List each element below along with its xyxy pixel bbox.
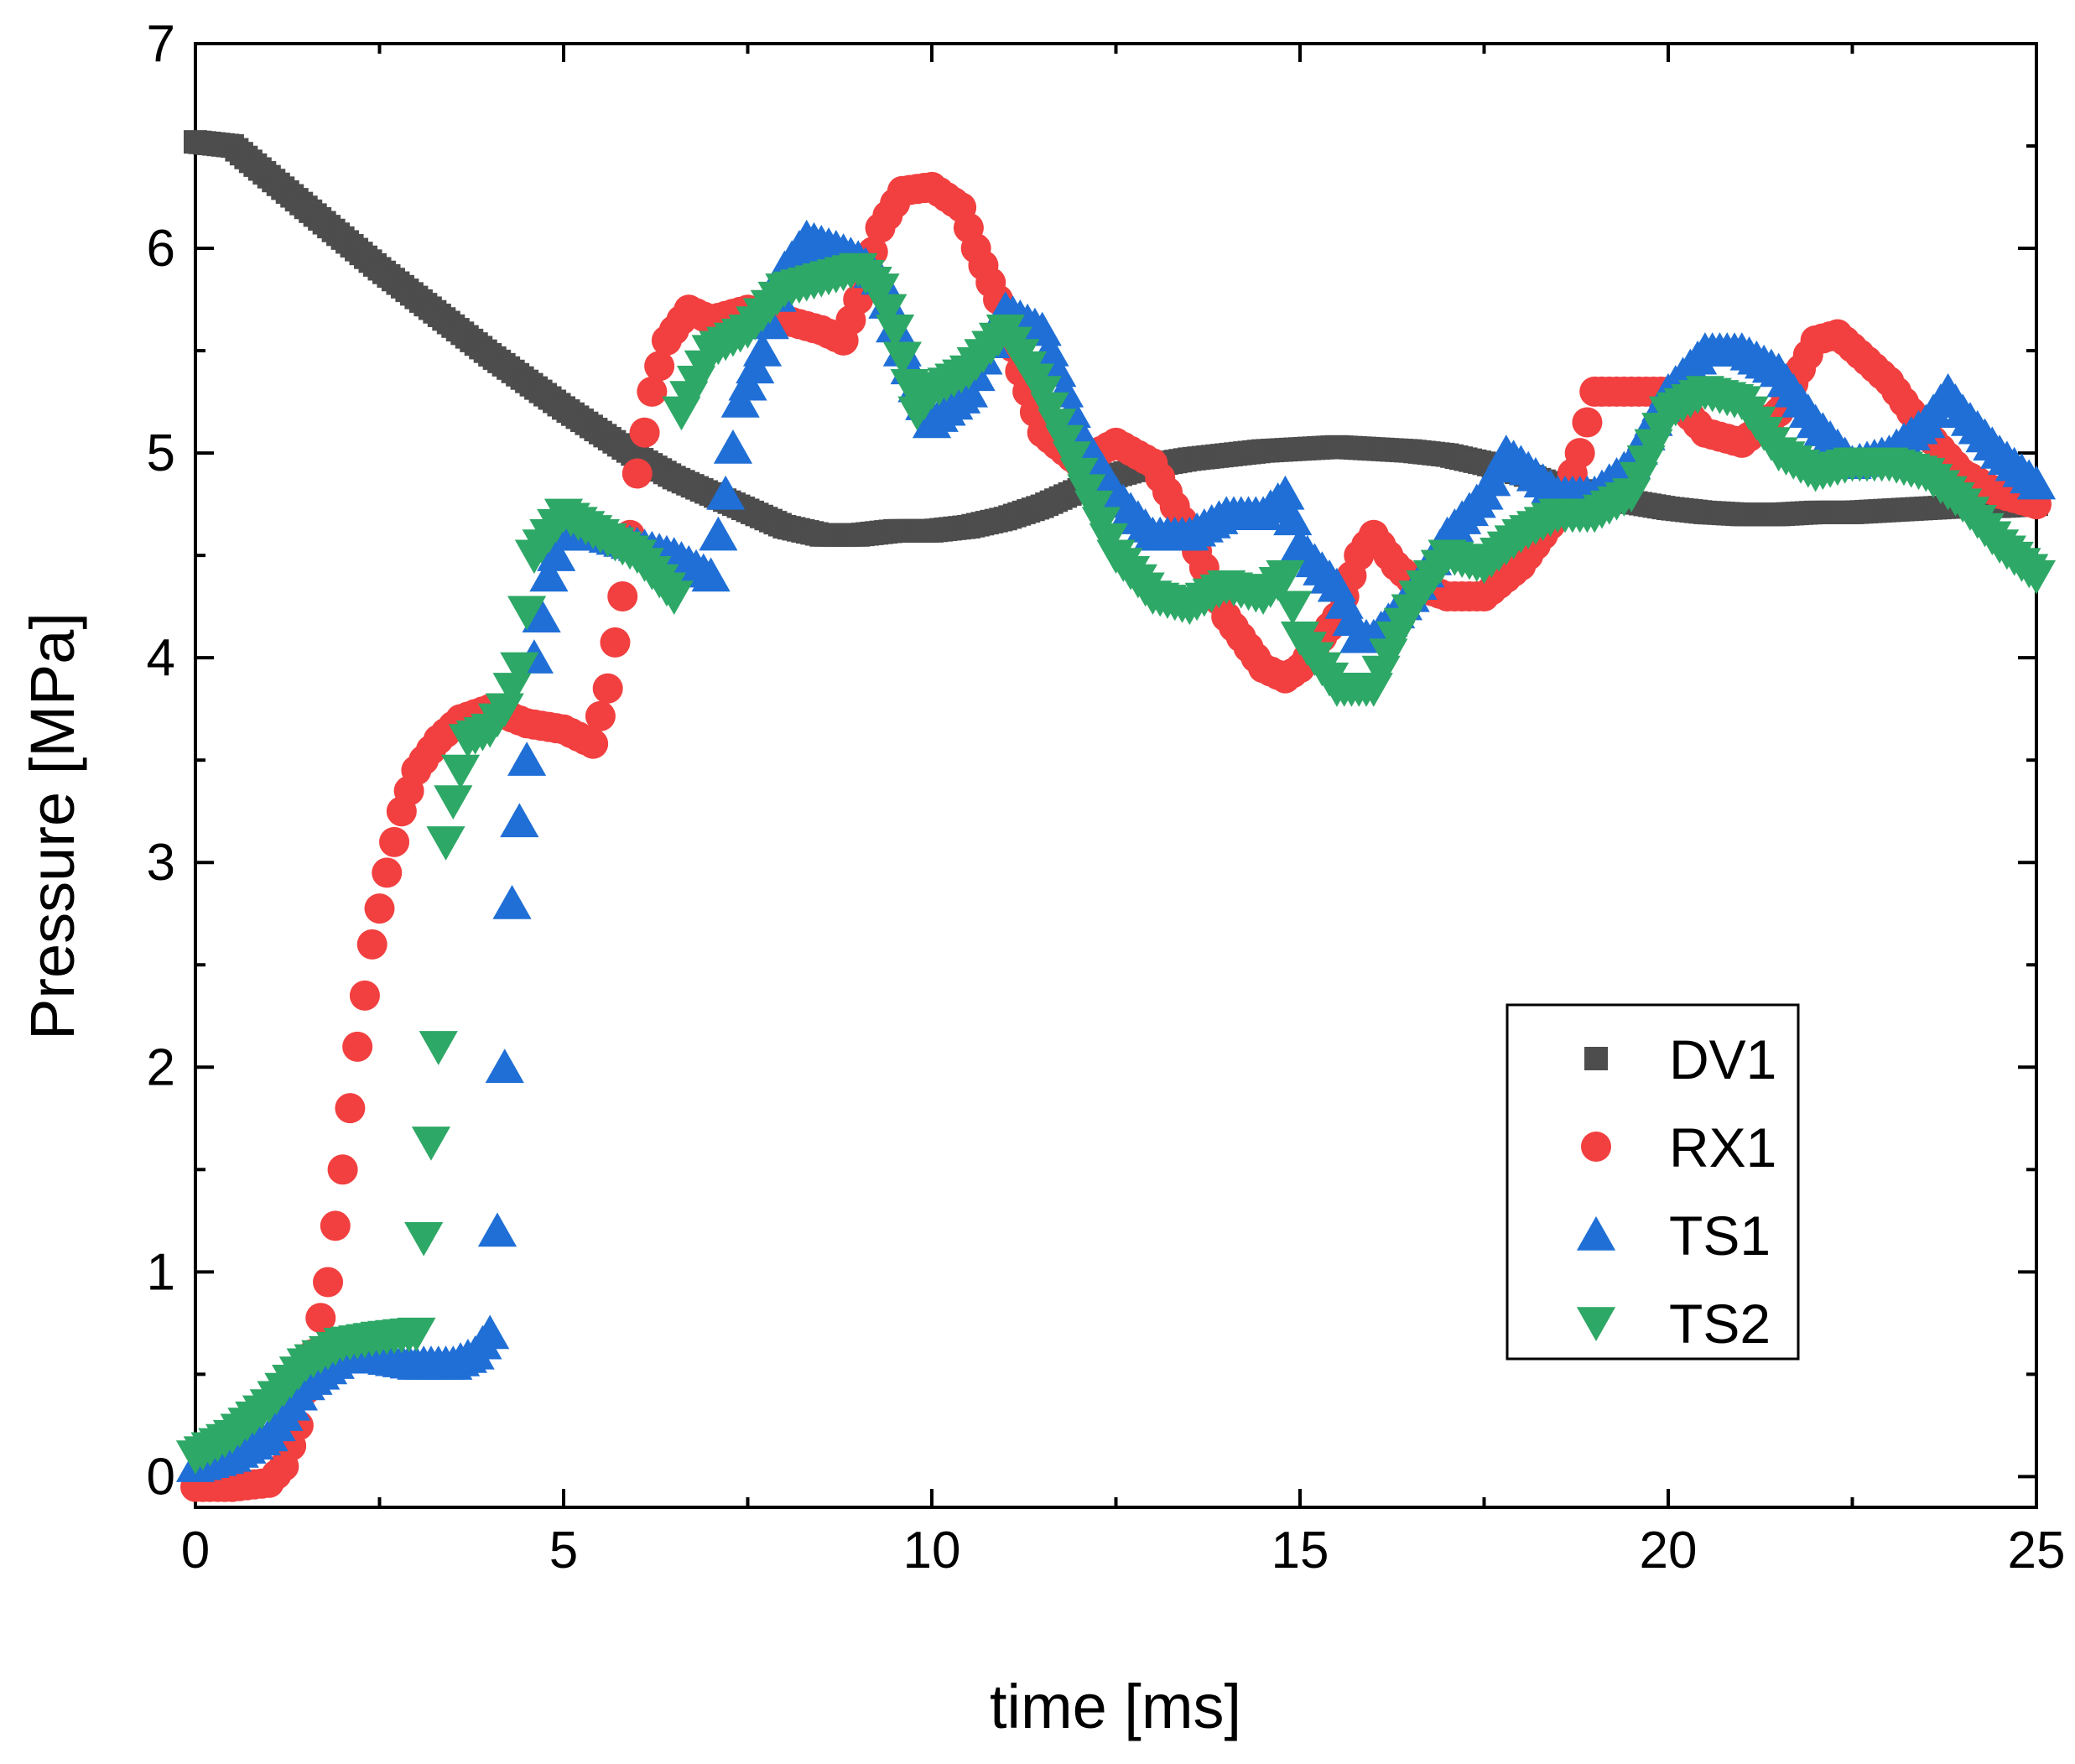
x-tick-label: 5 — [549, 1522, 578, 1579]
x-tick-label: 0 — [181, 1522, 210, 1579]
data-point — [342, 1031, 373, 1062]
data-point — [607, 580, 638, 611]
data-point — [305, 1303, 336, 1334]
data-point — [868, 294, 907, 329]
y-tick-label: 1 — [147, 1243, 175, 1301]
data-point — [477, 1212, 517, 1247]
legend-marker-dv1 — [1584, 1047, 1608, 1070]
data-point — [379, 826, 410, 857]
y-tick-label: 5 — [147, 424, 175, 482]
data-point — [313, 1267, 344, 1298]
data-point — [426, 826, 465, 861]
data-point — [706, 475, 746, 510]
data-point — [419, 1031, 458, 1065]
legend-marker-rx1 — [1581, 1132, 1611, 1162]
data-point — [592, 673, 623, 704]
y-tick-label: 2 — [147, 1038, 175, 1096]
y-tick-label: 4 — [147, 629, 175, 687]
data-point — [397, 1317, 436, 1352]
tick-labels: 0 5 10 15 20 25 0 1 2 3 4 5 6 7 — [147, 15, 2066, 1579]
data-point — [507, 742, 547, 776]
data-point — [621, 458, 653, 489]
data-point — [882, 341, 922, 377]
data-point — [2016, 465, 2057, 500]
legend-label-ts2: TS2 — [1669, 1293, 1771, 1355]
x-tick-label: 20 — [1640, 1522, 1698, 1579]
data-point — [629, 417, 660, 448]
data-point — [654, 580, 694, 615]
data-point — [2016, 559, 2057, 595]
data-point — [364, 893, 395, 924]
y-tick-label: 0 — [147, 1448, 175, 1506]
data-point — [600, 627, 631, 658]
data-point — [1273, 501, 1313, 536]
data-point — [742, 332, 783, 367]
data-point — [492, 885, 532, 919]
data-point — [529, 557, 569, 592]
y-tick-label: 3 — [147, 834, 175, 892]
y-tick-label: 6 — [147, 220, 175, 278]
y-tick-label: 7 — [147, 15, 175, 73]
data-point — [1266, 559, 1305, 595]
data-point — [1273, 591, 1313, 626]
data-point — [637, 376, 668, 407]
data-point — [644, 351, 675, 382]
legend-label-dv1: DV1 — [1669, 1028, 1776, 1090]
y-axis-label: Pressure [MPa] — [18, 612, 87, 1040]
x-axis-label: time [ms] — [990, 1672, 1241, 1741]
data-marks — [175, 130, 2057, 1502]
data-point — [356, 929, 387, 960]
series-ts2 — [175, 252, 2057, 1475]
data-point — [713, 429, 753, 464]
data-point — [500, 652, 539, 687]
data-point — [440, 754, 481, 789]
data-point — [1572, 407, 1603, 438]
data-point — [861, 273, 900, 308]
data-point — [507, 596, 547, 631]
data-point — [349, 980, 380, 1011]
data-point — [500, 803, 539, 838]
data-point — [537, 537, 576, 571]
x-tick-label: 25 — [2008, 1522, 2066, 1579]
data-point — [434, 785, 473, 820]
data-point — [471, 1314, 510, 1350]
data-point — [699, 516, 738, 551]
legend-label-rx1: RX1 — [1669, 1116, 1776, 1179]
data-point — [404, 1221, 444, 1257]
data-point — [585, 700, 616, 731]
x-tick-label: 10 — [903, 1522, 961, 1579]
data-point — [876, 314, 915, 349]
data-point — [1564, 438, 1595, 469]
data-point — [335, 1093, 366, 1124]
data-point — [691, 557, 731, 592]
legend-box — [1506, 1003, 1800, 1361]
x-tick-label: 15 — [1272, 1522, 1329, 1579]
data-point — [1266, 475, 1305, 510]
data-point — [320, 1210, 351, 1241]
legend: DV1 RX1 TS1 TS2 — [1506, 1003, 1800, 1361]
data-point — [327, 1154, 358, 1185]
legend-marker-ts1 — [1576, 1216, 1616, 1251]
data-point — [578, 728, 609, 759]
data-point — [485, 1049, 524, 1083]
data-point — [411, 1127, 451, 1161]
legend-marker-ts2 — [1576, 1307, 1616, 1341]
data-point — [522, 598, 561, 633]
data-point — [372, 857, 403, 888]
legend-label-ts1: TS1 — [1669, 1205, 1771, 1267]
